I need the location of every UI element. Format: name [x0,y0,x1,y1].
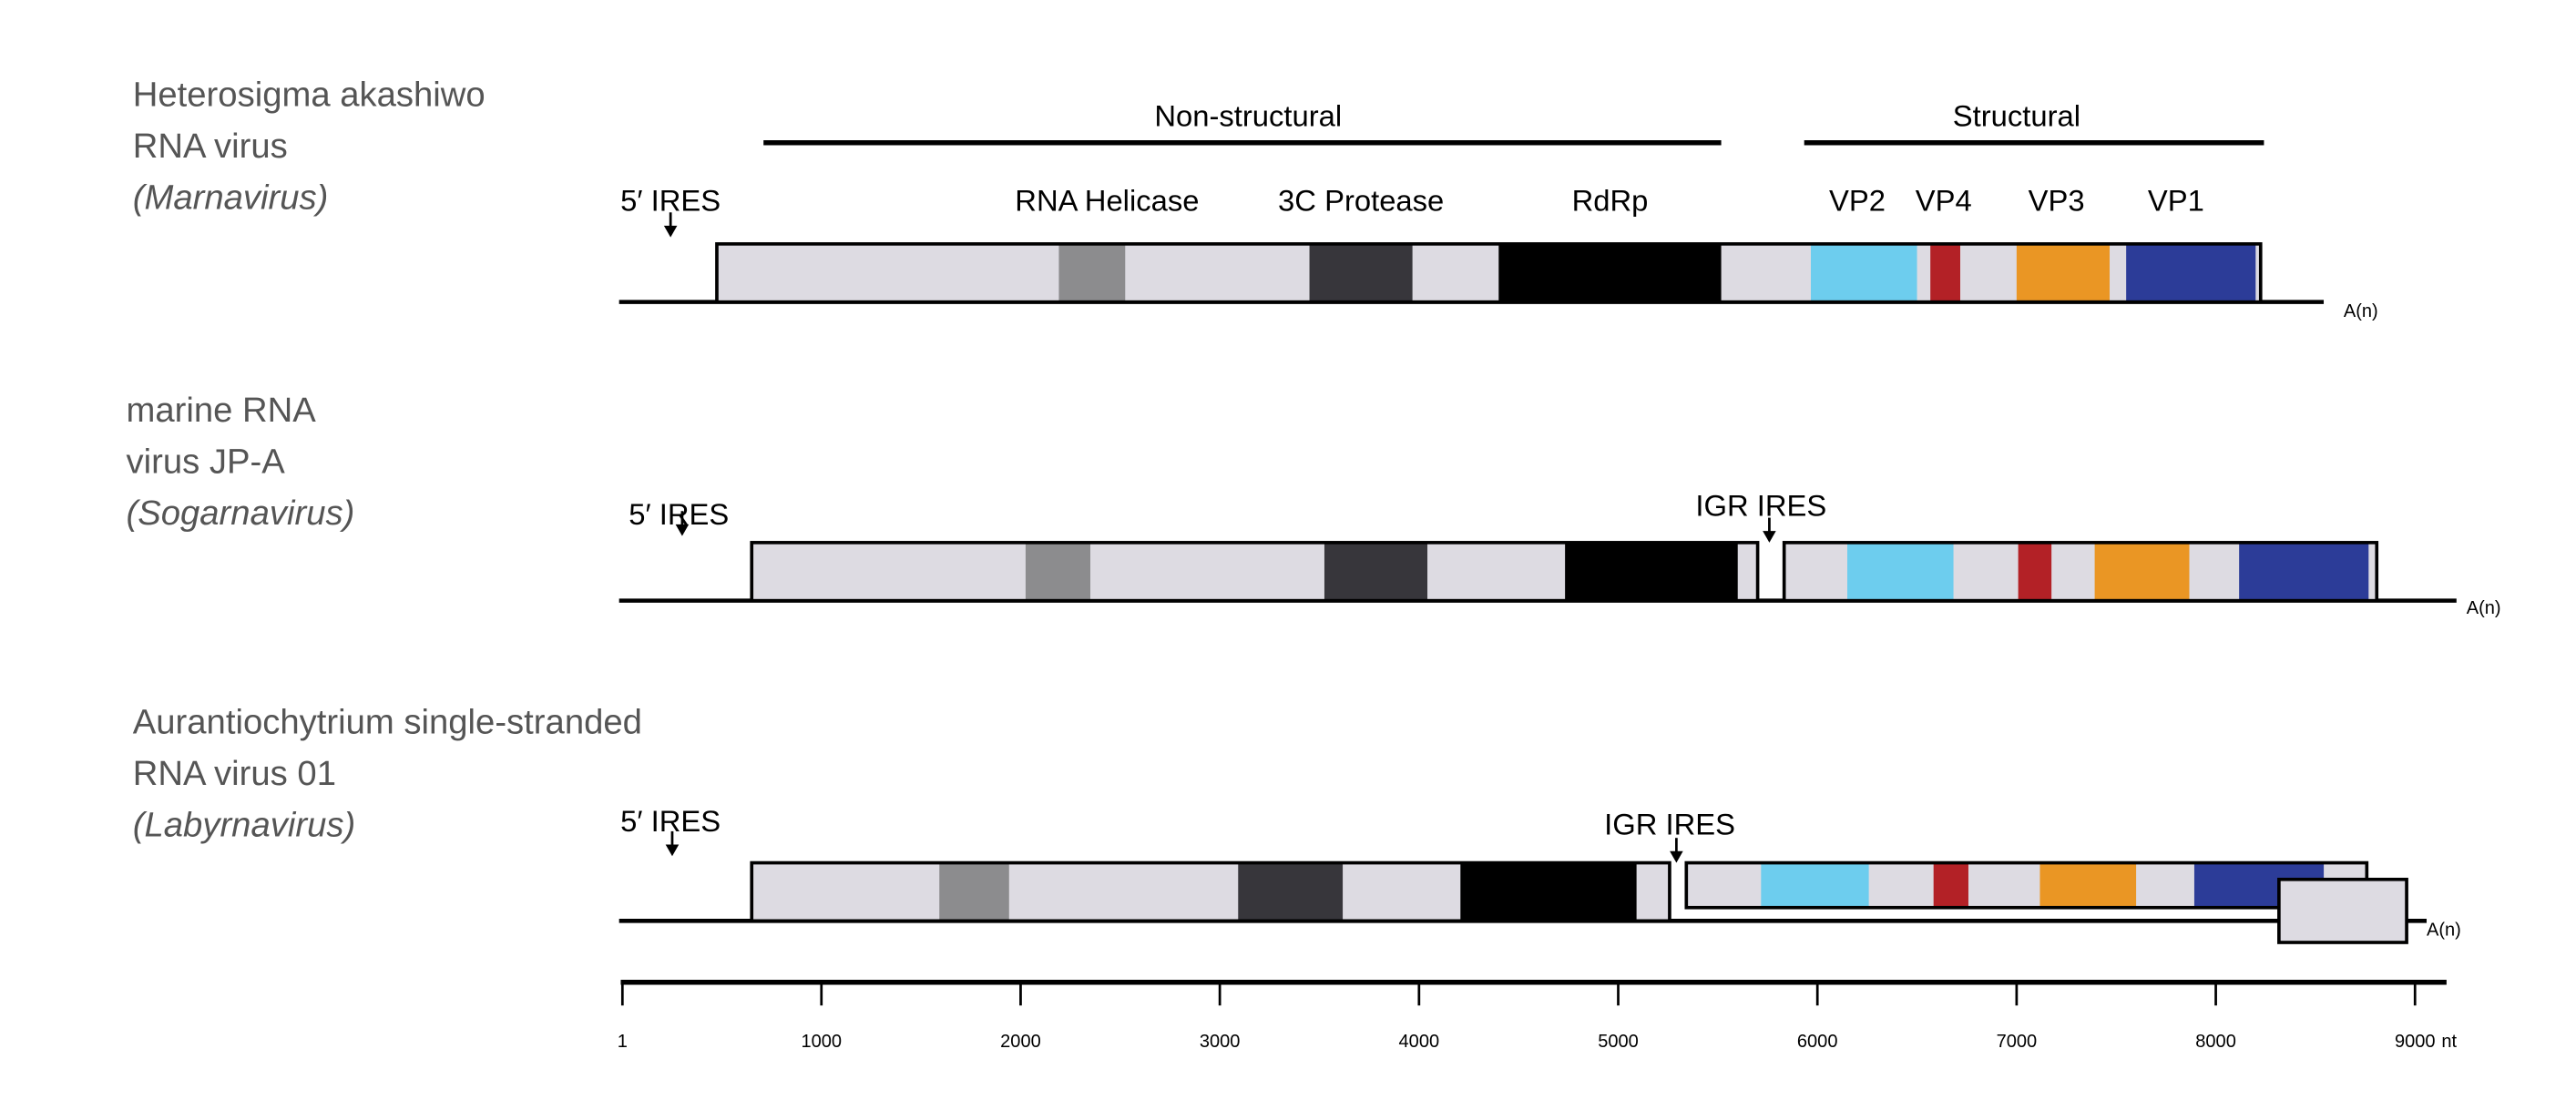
domain-helicase [939,862,1009,921]
domain-vp3 [2094,542,2190,601]
genome3-name-line2: RNA virus 01 [133,754,336,793]
orf-box [1782,541,2379,603]
domain-helicase [1025,542,1091,601]
scale-tick-label: 9000 [2395,1032,2436,1052]
helicase-label: RNA Helicase [1015,183,1199,217]
domain-vp1 [2126,243,2256,302]
vp1-label: VP1 [2148,183,2204,217]
orf-background [2278,879,2407,943]
domain-vp3 [2016,243,2111,302]
scale-tick-label: 2000 [1000,1032,1041,1052]
domain-helicase [1058,243,1126,302]
domain-protease [1309,243,1413,302]
vp2-label: VP2 [1829,183,1886,217]
protease-label: 3C Protease [1278,183,1444,217]
genome3-name-line1: Aurantiochytrium single-stranded [133,702,642,741]
orf-outline [2277,877,2408,944]
igr-ires-arrow-icon [1670,850,1683,863]
ires5-arrow-icon [665,844,680,857]
orf-box [2277,877,2408,944]
ires5-label-1: 5′ IRES [620,183,721,217]
ires5-arrow-icon [675,524,690,536]
domain-vp4 [2018,542,2052,601]
scale-tick-label: 5000 [1598,1032,1639,1052]
polya-label-3: A(n) [2427,921,2461,941]
scale-tick-label: 6000 [1797,1032,1838,1052]
scale-tick-label: 4000 [1399,1032,1440,1052]
orf-outline [1782,541,2379,603]
ires5-label-3: 5′ IRES [620,804,721,838]
orf-outline [750,860,1671,923]
vp4-label: VP4 [1916,183,1972,217]
genome-tracks [618,212,2457,944]
domain-vp3 [2039,862,2137,908]
ires5-arrow-icon [663,225,678,238]
domain-protease [1324,542,1428,601]
domain-vp4 [1933,862,1968,908]
genome1-genus: (Marnavirus) [133,178,329,218]
genome2-genus: (Sogarnavirus) [126,494,354,533]
orf-outline [715,242,2263,304]
scale-tick-label: 3000 [1200,1032,1241,1052]
vp3-label: VP3 [2029,183,2085,217]
domain-rdrp [1498,243,1722,302]
genome2-name-line2: virus JP-A [126,442,285,481]
igr-ires-label-2: IGR IRES [1695,489,1826,523]
structural-header: Structural [1953,99,2080,133]
orf-box [1684,860,2369,910]
domain-vp2 [1761,862,1869,908]
genome3-genus: (Labyrnavirus) [133,805,355,844]
orf-box [750,860,1671,923]
scale-unit-label: nt [2441,1032,2457,1052]
domain-rdrp [1460,862,1637,921]
igr-ires-label-3: IGR IRES [1604,808,1735,841]
domain-vp2 [1847,542,1954,601]
genome1-name-line1: Heterosigma akashiwo [133,76,486,115]
scale-tick-label: 8000 [2195,1032,2236,1052]
igr-ires-arrow-icon [1763,531,1776,543]
polya-label-2: A(n) [2467,598,2501,618]
nonstructural-header: Non-structural [1154,99,1342,133]
genome1-name-line2: RNA virus [133,127,288,166]
orf-background [716,243,2261,302]
scale-tick-label: 1 [618,1032,628,1052]
genome2-name-line1: marine RNA [126,391,316,430]
domain-rdrp [1565,542,1738,601]
domain-protease [1238,862,1344,921]
domain-vp4 [1930,243,1960,302]
domain-vp1 [2239,542,2369,601]
scale-bar: 1 1000 2000 3000 4000 5000 6000 7000 8000 9000 [618,980,2447,1052]
scale-tick-label: 1000 [801,1032,842,1052]
orf-box [715,242,2263,304]
orf-outline [750,541,1760,603]
rdrp-label: RdRp [1572,183,1649,217]
domain-vp2 [1810,243,1917,302]
polya-label-1: A(n) [2344,301,2378,321]
scale-tick-label: 7000 [1997,1032,2038,1052]
orf-box [750,541,1760,603]
